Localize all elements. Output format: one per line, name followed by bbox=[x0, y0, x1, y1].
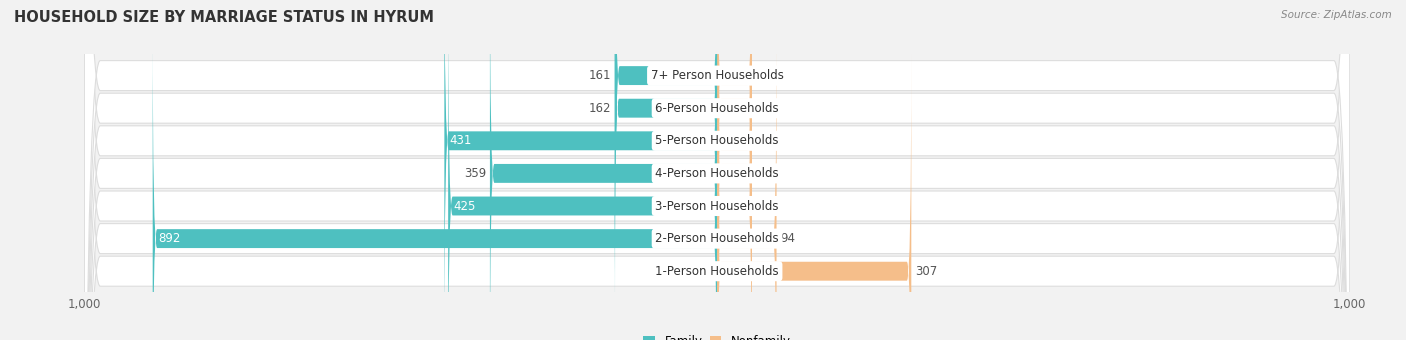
FancyBboxPatch shape bbox=[153, 20, 717, 340]
FancyBboxPatch shape bbox=[717, 0, 752, 327]
Text: 307: 307 bbox=[915, 265, 938, 278]
FancyBboxPatch shape bbox=[616, 0, 717, 294]
FancyBboxPatch shape bbox=[717, 0, 752, 340]
FancyBboxPatch shape bbox=[717, 52, 911, 340]
FancyBboxPatch shape bbox=[84, 0, 1350, 340]
Text: 1-Person Households: 1-Person Households bbox=[655, 265, 779, 278]
FancyBboxPatch shape bbox=[717, 0, 752, 340]
FancyBboxPatch shape bbox=[84, 0, 1350, 340]
FancyBboxPatch shape bbox=[84, 0, 1350, 340]
Text: 94: 94 bbox=[780, 232, 796, 245]
FancyBboxPatch shape bbox=[717, 0, 752, 294]
Text: 5-Person Households: 5-Person Households bbox=[655, 134, 779, 147]
Text: 431: 431 bbox=[450, 134, 472, 147]
FancyBboxPatch shape bbox=[614, 0, 717, 327]
Text: 3-Person Households: 3-Person Households bbox=[655, 200, 779, 212]
FancyBboxPatch shape bbox=[444, 0, 717, 340]
Text: Source: ZipAtlas.com: Source: ZipAtlas.com bbox=[1281, 10, 1392, 20]
Text: 0: 0 bbox=[755, 102, 763, 115]
Text: HOUSEHOLD SIZE BY MARRIAGE STATUS IN HYRUM: HOUSEHOLD SIZE BY MARRIAGE STATUS IN HYR… bbox=[14, 10, 434, 25]
Text: 0: 0 bbox=[755, 167, 763, 180]
Text: 0: 0 bbox=[755, 134, 763, 147]
Text: 7+ Person Households: 7+ Person Households bbox=[651, 69, 783, 82]
FancyBboxPatch shape bbox=[84, 0, 1350, 340]
Text: 19: 19 bbox=[755, 200, 770, 212]
FancyBboxPatch shape bbox=[84, 0, 1350, 340]
Text: 892: 892 bbox=[157, 232, 180, 245]
FancyBboxPatch shape bbox=[489, 0, 717, 340]
Text: 359: 359 bbox=[464, 167, 486, 180]
FancyBboxPatch shape bbox=[84, 0, 1350, 340]
FancyBboxPatch shape bbox=[84, 0, 1350, 340]
Text: 4-Person Households: 4-Person Households bbox=[655, 167, 779, 180]
FancyBboxPatch shape bbox=[717, 0, 752, 340]
Text: 0: 0 bbox=[755, 69, 763, 82]
Text: 2-Person Households: 2-Person Households bbox=[655, 232, 779, 245]
FancyBboxPatch shape bbox=[717, 20, 776, 340]
Text: 425: 425 bbox=[453, 200, 475, 212]
Text: 162: 162 bbox=[588, 102, 610, 115]
Text: 6-Person Households: 6-Person Households bbox=[655, 102, 779, 115]
Text: 161: 161 bbox=[589, 69, 612, 82]
FancyBboxPatch shape bbox=[449, 0, 717, 340]
Legend: Family, Nonfamily: Family, Nonfamily bbox=[638, 331, 796, 340]
